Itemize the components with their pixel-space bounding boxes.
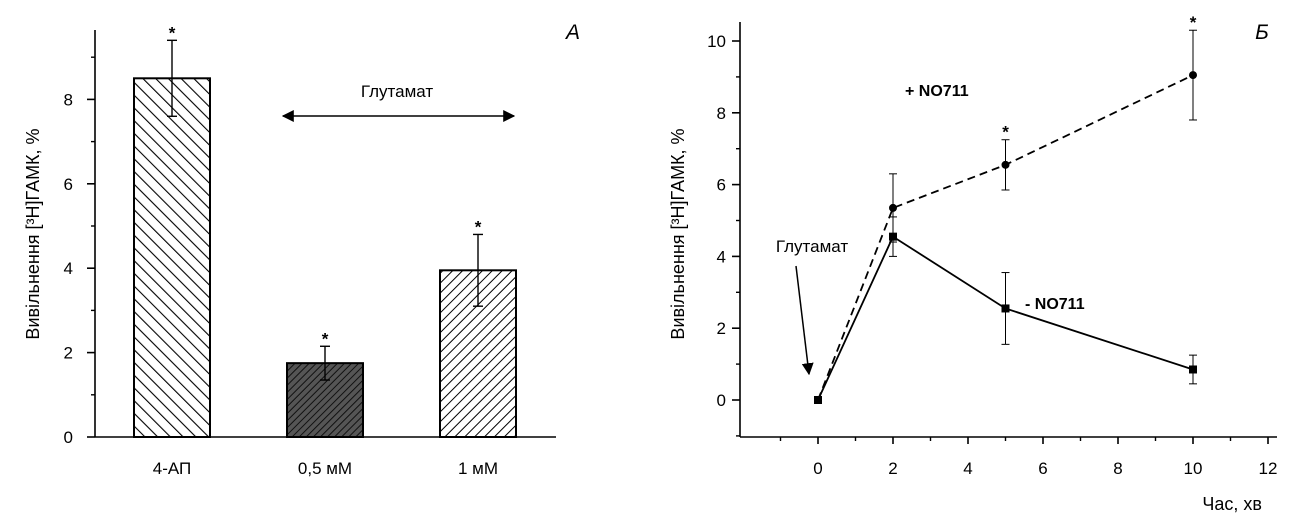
series-line	[817, 235, 1194, 401]
y-tick-label: 4	[717, 247, 726, 266]
panel-a-annotation-label: Глутамат	[361, 82, 433, 101]
data-point	[1189, 365, 1197, 374]
x-tick-label: 0,5 мМ	[298, 459, 352, 478]
x-tick-label: 4	[963, 459, 972, 478]
bar	[133, 77, 211, 439]
y-tick-label: 2	[64, 344, 73, 363]
significance-star: *	[1190, 13, 1197, 32]
data-point	[1001, 160, 1010, 169]
x-tick-label: 2	[888, 459, 897, 478]
significance-star: *	[322, 329, 329, 348]
panel-b-annotation-label: Глутамат	[776, 237, 848, 256]
x-tick-label: 6	[1038, 459, 1047, 478]
x-tick-label: 1 мМ	[458, 459, 498, 478]
panel-b-annotation-arrow	[795, 265, 814, 376]
panel-b: 0 2 4 6 8 10 0 2 4 6 8 10 12 * * Вивільнення [³H]ГАМ…	[668, 13, 1277, 514]
significance-star: *	[475, 217, 482, 236]
data-point	[1189, 71, 1197, 80]
series-line	[817, 74, 1194, 401]
x-tick-label: 0	[813, 459, 822, 478]
y-tick-label: 8	[717, 104, 726, 123]
panel-b-y-label: Вивільнення [³H]ГАМК, %	[668, 128, 688, 339]
series-label-minus-no711: - NO711	[1025, 296, 1085, 313]
y-tick-label: 0	[717, 391, 726, 410]
y-tick-label: 8	[64, 90, 73, 109]
panel-a-annotation: Глутамат	[281, 82, 516, 122]
x-tick-label: 8	[1113, 459, 1122, 478]
data-point	[814, 396, 822, 404]
panel-b-x-label: Час, хв	[1202, 494, 1262, 514]
x-tick-label: 4-АП	[153, 459, 191, 478]
x-tick-label: 10	[1184, 459, 1203, 478]
y-tick-label: 6	[64, 175, 73, 194]
y-tick-label: 10	[707, 32, 726, 51]
x-tick-label: 12	[1259, 459, 1278, 478]
panel-a: 0 2 4 6 8 * * * 4-АП 0,5 мМ 1 мМ Вивільнення [³H…	[23, 21, 580, 478]
significance-star: *	[1002, 123, 1009, 142]
data-point	[889, 232, 897, 241]
y-tick-label: 0	[64, 428, 73, 447]
data-point	[1001, 304, 1010, 313]
data-point	[889, 203, 897, 212]
y-tick-label: 2	[717, 319, 726, 338]
panel-b-letter: Б	[1255, 21, 1269, 44]
significance-star: *	[169, 23, 176, 42]
y-tick-label: 6	[717, 176, 726, 195]
series-label-plus-no711: + NO711	[905, 83, 969, 100]
y-tick-label: 4	[64, 259, 73, 278]
panel-a-letter: А	[564, 21, 580, 44]
panel-a-y-label: Вивільнення [³H]ГАМК, %	[23, 128, 43, 339]
